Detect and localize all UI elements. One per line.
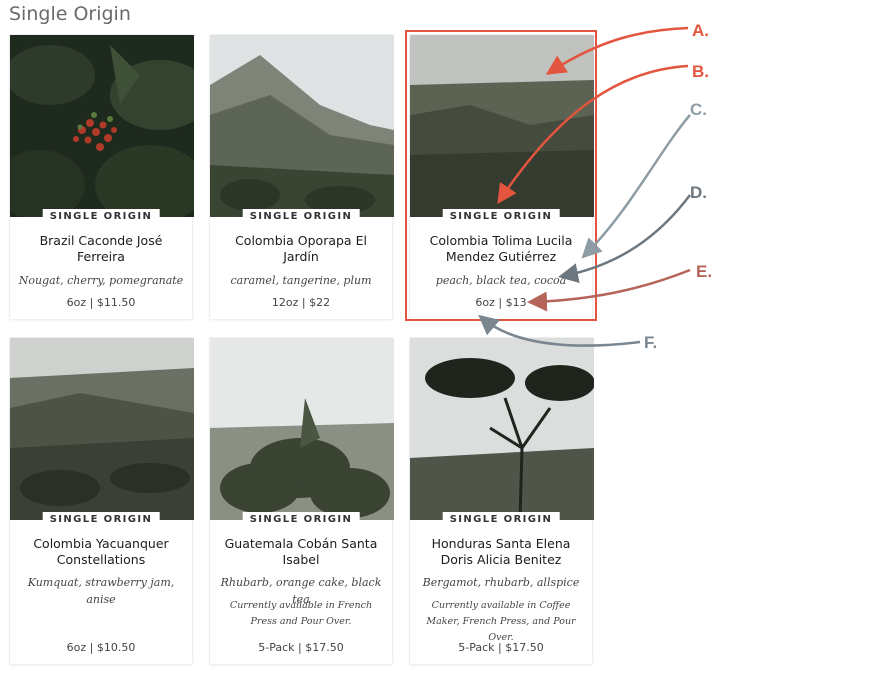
flavor-notes: Bergamot, rhubarb, allspice [422,576,580,589]
single-origin-badge: SINGLE ORIGIN [42,512,160,526]
annotation-highlight-box [405,30,597,321]
callout-d: D. [690,183,707,202]
callout-a: A. [692,21,709,40]
callout-b: B. [692,62,709,81]
product-card[interactable]: SINGLE ORIGIN Colombia Oporapa El Jardín… [209,34,394,320]
coffee-cherries-photo[interactable] [10,35,194,217]
callout-f: F. [644,333,658,352]
mountain-slope-photo[interactable] [210,35,394,217]
single-origin-badge: SINGLE ORIGIN [42,209,160,223]
price-size: 6oz | $13 [475,296,527,309]
callout-c: C. [690,100,707,119]
price-size: 5-Pack | $17.50 [458,641,544,654]
product-name[interactable]: Honduras Santa Elena Doris Alicia Benite… [431,536,571,567]
page-title: Single Origin [9,3,131,25]
availability-note: Currently available in French Press and … [229,600,373,627]
flavor-notes: Kumquat, strawberry jam, anise [27,576,175,606]
callout-e: E. [696,262,713,281]
coffee-plant-photo[interactable] [210,338,394,520]
availability-note: Currently available in Coffee Maker, Fre… [426,600,576,643]
product-card[interactable]: SINGLE ORIGIN Colombia Yacuanquer Conste… [9,337,194,665]
product-card[interactable]: SINGLE ORIGIN Guatemala Cobán Santa Isab… [209,337,394,665]
price-size: 6oz | $10.50 [66,641,136,654]
flavor-notes: caramel, tangerine, plum [230,274,372,287]
price-size: 12oz | $22 [271,296,331,309]
tree-silhouette-photo[interactable] [410,338,594,520]
product-name[interactable]: Colombia Yacuanquer Constellations [33,536,169,567]
hillside-farm-photo[interactable] [10,338,194,520]
single-origin-badge: SINGLE ORIGIN [442,512,560,526]
flavor-notes: Nougat, cherry, pomegranate [18,274,184,287]
price-size: 5-Pack | $17.50 [258,641,344,654]
single-origin-badge: SINGLE ORIGIN [242,512,360,526]
product-card[interactable]: SINGLE ORIGIN Honduras Santa Elena Doris… [409,337,594,665]
product-card[interactable]: SINGLE ORIGIN Brazil Caconde José Ferrei… [9,34,194,320]
product-name[interactable]: Colombia Tolima Lucila Mendez Gutiérrez [429,233,573,264]
single-origin-badge: SINGLE ORIGIN [242,209,360,223]
flavor-notes: Rhubarb, orange cake, black tea [220,576,382,606]
product-name[interactable]: Brazil Caconde José Ferreira [39,233,163,264]
product-name[interactable]: Guatemala Cobán Santa Isabel [224,536,378,567]
price-size: 6oz | $11.50 [66,296,136,309]
product-name[interactable]: Colombia Oporapa El Jardín [235,233,367,264]
single-origin-badge: SINGLE ORIGIN [442,209,560,223]
arrow-c [581,114,691,259]
